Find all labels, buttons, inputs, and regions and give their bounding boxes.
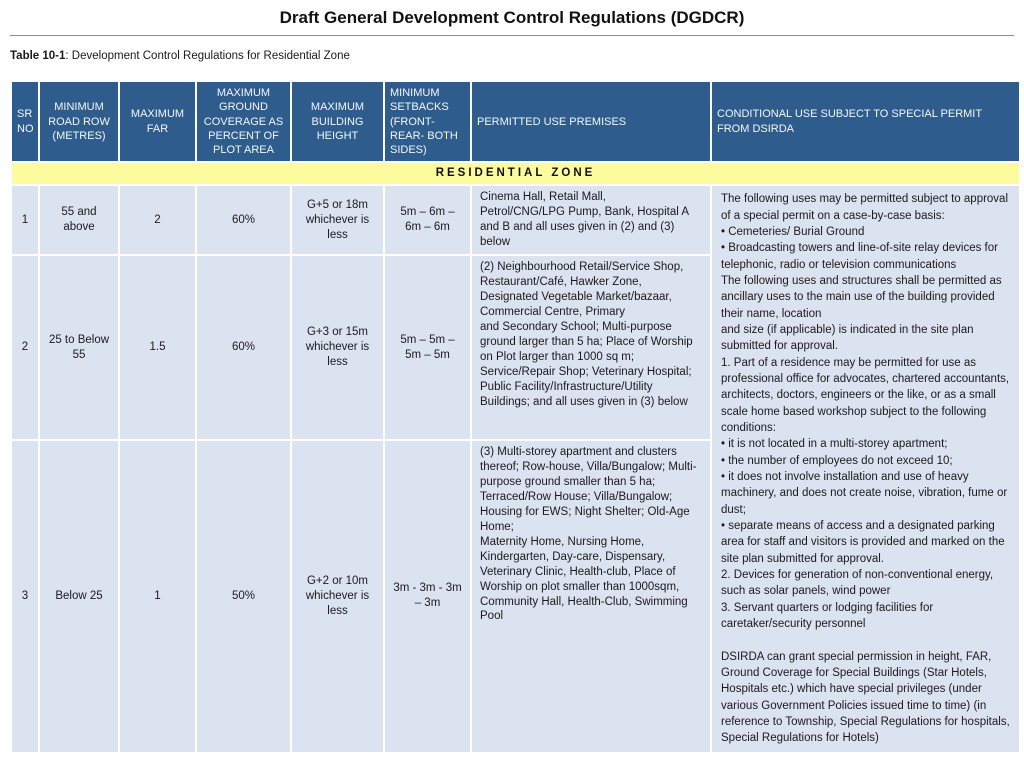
cell-building-height: G+2 or 10m whichever is less: [290, 439, 385, 754]
cell-far: 2: [118, 184, 197, 257]
cell-setbacks: 5m – 6m – 6m – 6m: [383, 184, 472, 257]
cell-building-height: G+3 or 15m whichever is less: [290, 254, 385, 442]
table-header: SR NO MINIMUM ROAD ROW (METRES) MAXIMUM …: [10, 79, 1021, 164]
cell-coverage: 60%: [195, 254, 292, 442]
cell-permitted-use: (3) Multi-storey apartment and clusters …: [470, 439, 712, 754]
header-minimum-setbacks: MINIMUM SETBACKS (FRONT- REAR- BOTH SIDE…: [383, 79, 472, 164]
header-sr-no: SR NO: [10, 79, 40, 164]
cell-road-row: 55 and above: [38, 184, 120, 257]
cell-road-row: Below 25: [38, 439, 120, 754]
cell-sr-no: 1: [10, 184, 40, 257]
header-conditional-use: CONDITIONAL USE SUBJECT TO SPECIAL PERMI…: [710, 79, 1021, 164]
cell-road-row: 25 to Below 55: [38, 254, 120, 442]
header-row: SR NO MINIMUM ROAD ROW (METRES) MAXIMUM …: [10, 79, 1021, 164]
table-caption: Table 10-1: Development Control Regulati…: [10, 50, 1016, 62]
cell-far: 1.5: [118, 254, 197, 442]
cell-sr-no: 2: [10, 254, 40, 442]
cell-setbacks: 5m – 5m – 5m – 5m: [383, 254, 472, 442]
page-title: Draft General Development Control Regula…: [279, 8, 745, 27]
cell-conditional-use: The following uses may be permitted subj…: [710, 184, 1021, 754]
header-maximum-building-height: MAXIMUM BUILDING HEIGHT: [290, 79, 385, 164]
cell-coverage: 50%: [195, 439, 292, 754]
header-maximum-far: MAXIMUM FAR: [118, 79, 197, 164]
cell-permitted-use: (2) Neighbourhood Retail/Service Shop, R…: [470, 254, 712, 442]
cell-building-height: G+5 or 18m whichever is less: [290, 184, 385, 257]
table-body: RESIDENTIAL ZONE 1 55 and above 2 60% G+…: [10, 161, 1021, 754]
zone-banner-label: RESIDENTIAL ZONE: [10, 161, 1021, 187]
header-permitted-use-premises: PERMITTED USE PREMISES: [470, 79, 712, 164]
header-maximum-ground-coverage: MAXIMUM GROUND COVERAGE AS PERCENT OF PL…: [195, 79, 292, 164]
table-row: 3 Below 25 1 50% G+2 or 10m whichever is…: [10, 439, 1020, 754]
cell-permitted-use: Cinema Hall, Retail Mall, Petrol/CNG/LPG…: [470, 184, 712, 257]
cell-far: 1: [118, 439, 197, 754]
cell-sr-no: 3: [10, 439, 40, 754]
header-minimum-road-row: MINIMUM ROAD ROW (METRES): [38, 79, 120, 164]
table-row: 2 25 to Below 55 1.5 60% G+3 or 15m whic…: [10, 254, 1020, 442]
zone-banner-row: RESIDENTIAL ZONE: [10, 161, 1021, 187]
title-divider: [10, 35, 1014, 36]
cell-coverage: 60%: [195, 184, 292, 257]
cell-setbacks: 3m - 3m - 3m – 3m: [383, 439, 472, 754]
table-caption-text: : Development Control Regulations for Re…: [65, 50, 350, 62]
table-row: 1 55 and above 2 60% G+5 or 18m whicheve…: [10, 184, 1021, 754]
table-caption-label: Table 10-1: [10, 50, 66, 62]
regulations-table: SR NO MINIMUM ROAD ROW (METRES) MAXIMUM …: [10, 79, 1021, 754]
